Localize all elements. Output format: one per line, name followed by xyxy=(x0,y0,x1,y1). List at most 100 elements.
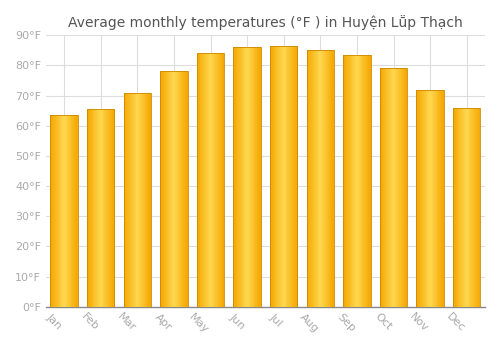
Bar xyxy=(369,55,370,307)
Bar xyxy=(198,54,200,307)
Bar xyxy=(110,109,111,307)
Bar xyxy=(398,69,399,307)
Bar xyxy=(326,50,327,307)
Bar xyxy=(279,46,280,307)
Bar xyxy=(466,108,467,307)
Bar xyxy=(292,46,293,307)
Bar xyxy=(356,55,357,307)
Bar xyxy=(396,69,397,307)
Bar xyxy=(347,55,348,307)
Bar xyxy=(101,109,102,307)
Bar xyxy=(100,109,101,307)
Bar xyxy=(131,93,132,307)
Bar xyxy=(354,55,355,307)
Bar xyxy=(293,46,294,307)
Bar xyxy=(326,50,328,307)
Bar xyxy=(358,55,360,307)
Bar xyxy=(455,108,456,307)
Bar xyxy=(453,108,454,307)
Bar xyxy=(476,108,477,307)
Bar xyxy=(63,115,64,307)
Bar xyxy=(284,46,286,307)
Bar xyxy=(328,50,330,307)
Bar xyxy=(58,115,59,307)
Bar xyxy=(234,47,236,307)
Bar xyxy=(382,69,384,307)
Bar xyxy=(257,47,258,307)
Bar xyxy=(66,115,67,307)
Bar xyxy=(185,71,186,307)
Bar xyxy=(197,54,198,307)
Bar xyxy=(312,50,313,307)
Bar xyxy=(87,109,88,307)
Bar xyxy=(254,47,256,307)
Bar xyxy=(432,90,433,307)
Bar xyxy=(283,46,284,307)
Bar xyxy=(461,108,462,307)
Bar xyxy=(391,69,392,307)
Bar xyxy=(404,69,406,307)
Bar xyxy=(406,69,408,307)
Bar xyxy=(468,108,469,307)
Bar xyxy=(466,108,468,307)
Bar xyxy=(358,55,359,307)
Bar xyxy=(94,109,96,307)
Bar xyxy=(430,90,431,307)
Bar xyxy=(470,108,472,307)
Bar xyxy=(424,90,426,307)
Bar xyxy=(220,54,222,307)
Bar xyxy=(355,55,356,307)
Bar xyxy=(174,71,175,307)
Bar xyxy=(210,54,212,307)
Bar xyxy=(420,90,421,307)
Bar xyxy=(348,55,349,307)
Bar xyxy=(215,54,216,307)
Bar xyxy=(306,50,334,307)
Bar xyxy=(436,90,438,307)
Bar xyxy=(256,47,258,307)
Title: Average monthly temperatures (°F ) in Huyện Lṻp Thạch: Average monthly temperatures (°F ) in Hu… xyxy=(68,15,463,30)
Bar xyxy=(246,47,247,307)
Bar xyxy=(160,71,161,307)
Bar xyxy=(477,108,478,307)
Bar xyxy=(92,109,94,307)
Bar xyxy=(458,108,460,307)
Bar xyxy=(236,47,237,307)
Bar xyxy=(98,109,99,307)
Bar xyxy=(217,54,218,307)
Bar xyxy=(52,115,54,307)
Bar xyxy=(270,46,271,307)
Bar xyxy=(89,109,90,307)
Bar xyxy=(416,90,418,307)
Bar xyxy=(62,115,64,307)
Bar xyxy=(465,108,466,307)
Bar xyxy=(438,90,440,307)
Bar xyxy=(239,47,240,307)
Bar xyxy=(364,55,365,307)
Bar xyxy=(365,55,366,307)
Bar xyxy=(130,93,131,307)
Bar xyxy=(204,54,205,307)
Bar xyxy=(343,55,344,307)
Bar xyxy=(187,71,188,307)
Bar xyxy=(463,108,464,307)
Bar xyxy=(144,93,146,307)
Bar xyxy=(346,55,347,307)
Bar xyxy=(325,50,326,307)
Bar xyxy=(65,115,66,307)
Bar xyxy=(260,47,261,307)
Bar xyxy=(183,71,184,307)
Bar xyxy=(400,69,401,307)
Bar xyxy=(212,54,214,307)
Bar xyxy=(77,115,78,307)
Bar xyxy=(247,47,248,307)
Bar xyxy=(272,46,274,307)
Bar xyxy=(126,93,128,307)
Bar xyxy=(163,71,164,307)
Bar xyxy=(380,69,407,307)
Bar xyxy=(111,109,112,307)
Bar xyxy=(472,108,473,307)
Bar xyxy=(441,90,442,307)
Bar xyxy=(390,69,391,307)
Bar xyxy=(219,54,220,307)
